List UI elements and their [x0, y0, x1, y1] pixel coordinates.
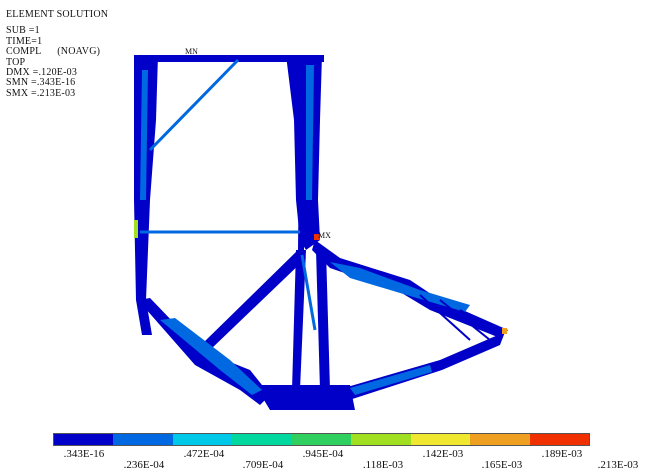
legend-tick-bottom-2: .709E-04 [242, 459, 284, 471]
info-sub: SUB =1 [6, 25, 40, 37]
min-marker: MN [185, 47, 198, 56]
legend-swatch-7 [410, 434, 471, 445]
legend-tick-bottom-1: .236E-04 [123, 459, 165, 471]
legend-tick-bottom-4: .165E-03 [481, 459, 523, 471]
tip-truss-1 [419, 294, 471, 341]
info-panel: ELEMENT SOLUTION SUB =1 TIME=1 COMPL (NO… [6, 9, 109, 99]
legend-swatch-8 [470, 434, 530, 445]
load-point-hotspot [314, 234, 320, 240]
legend-tick-bottom-3: .118E-03 [362, 459, 404, 471]
tip-truss-3 [459, 309, 501, 336]
color-legend-bar [53, 433, 590, 446]
legend-tick-top-3: .945E-04 [302, 448, 344, 460]
info-compl: COMPL (NOAVG) [6, 46, 101, 58]
info-dmx: DMX =.120E-03 [6, 67, 78, 79]
tip-hotspot [502, 328, 507, 334]
thin-members [140, 58, 317, 331]
mid-diagonal [202, 250, 306, 350]
upper-chord-light [330, 262, 470, 312]
legend-tick-top-5: .189E-03 [541, 448, 583, 460]
info-smn: SMN =.343E-16 [6, 77, 76, 89]
center-diagonal-strut [300, 254, 317, 331]
legend-labels-top: .343E-16 .472E-04 .945E-04 .142E-03 .189… [0, 448, 650, 460]
legend-swatch-5 [291, 434, 352, 445]
plot-title: ELEMENT SOLUTION [6, 9, 109, 20]
legend-swatch-4 [232, 434, 292, 445]
legend-swatch-3 [172, 434, 233, 445]
inner-column [298, 60, 308, 250]
legend-swatch-9 [529, 434, 589, 445]
bottom-light [350, 365, 432, 395]
upper-diagonal-brace [148, 58, 240, 152]
info-top: TOP [6, 56, 26, 68]
top-beam [134, 55, 324, 62]
right-column-light [306, 65, 314, 200]
left-column-light [140, 70, 148, 200]
bottom-box [255, 385, 355, 410]
tip-cells [419, 294, 501, 341]
left-edge-hotspot [134, 220, 138, 238]
center-vertical-right [316, 250, 330, 390]
legend-tick-top-1: .343E-16 [63, 448, 105, 460]
legend-swatch-6 [351, 434, 411, 445]
model-viewport[interactable] [0, 0, 650, 430]
tip-truss-2 [439, 299, 491, 341]
legend-labels-bottom: .236E-04 .709E-04 .118E-03 .165E-03 .213… [0, 459, 650, 471]
legend-tick-top-2: .472E-04 [183, 448, 225, 460]
light-blue-overlay [140, 65, 470, 395]
info-smx: SMX =.213E-03 [6, 87, 76, 99]
legend-swatch-2 [113, 434, 173, 445]
chord-light [160, 318, 262, 395]
legend-swatch-1 [54, 434, 114, 445]
info-time: TIME=1 [6, 35, 43, 47]
legend-tick-top-4: .142E-03 [422, 448, 464, 460]
legend-tick-bottom-5: .213E-03 [597, 459, 639, 471]
max-marker: MX [318, 231, 331, 240]
center-vertical-left [292, 250, 306, 390]
